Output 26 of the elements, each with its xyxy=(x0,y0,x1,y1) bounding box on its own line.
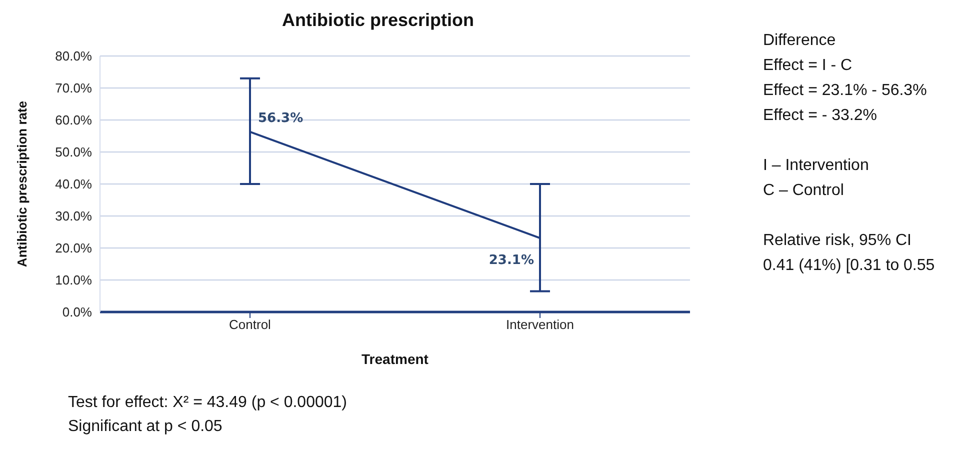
text: Test for effect: X² = 43.49 (p < 0.00001) xyxy=(68,393,347,413)
text: C – Control xyxy=(763,181,845,201)
x-tick-label: Control xyxy=(229,317,272,332)
text: Effect = I - C xyxy=(763,56,854,76)
x-tick-label: Intervention xyxy=(506,317,574,332)
text: I – Intervention xyxy=(763,156,870,176)
y-tick-label: 10.0% xyxy=(55,272,92,288)
y-tick-label: 20.0% xyxy=(55,240,92,256)
data-label: 23.1% xyxy=(488,253,534,268)
y-tick-label: 30.0% xyxy=(55,208,92,224)
data-label: 56.3% xyxy=(258,110,304,126)
text: 0.41 (41%) [0.31 to 0.55 xyxy=(763,256,935,276)
text: Effect = - 33.2% xyxy=(763,106,878,126)
text: Significant at p < 0.05 xyxy=(68,417,224,437)
x-axis-title: Treatment xyxy=(362,351,429,367)
y-tick-label: 0.0% xyxy=(62,304,92,320)
y-tick-label: 60.0% xyxy=(55,112,92,128)
y-tick-label: 40.0% xyxy=(55,176,92,192)
y-tick-label: 70.0% xyxy=(55,80,92,96)
text: Relative risk, 95% CI xyxy=(763,231,912,251)
y-tick-label: 50.0% xyxy=(55,144,92,160)
text: Effect = 23.1% - 56.3% xyxy=(763,81,928,101)
y-tick-label: 80.0% xyxy=(55,48,92,64)
y-axis-title: Antibiotic prescription rate xyxy=(14,100,30,268)
chart-title: Antibiotic prescription xyxy=(280,10,475,31)
text: Difference xyxy=(763,31,837,51)
